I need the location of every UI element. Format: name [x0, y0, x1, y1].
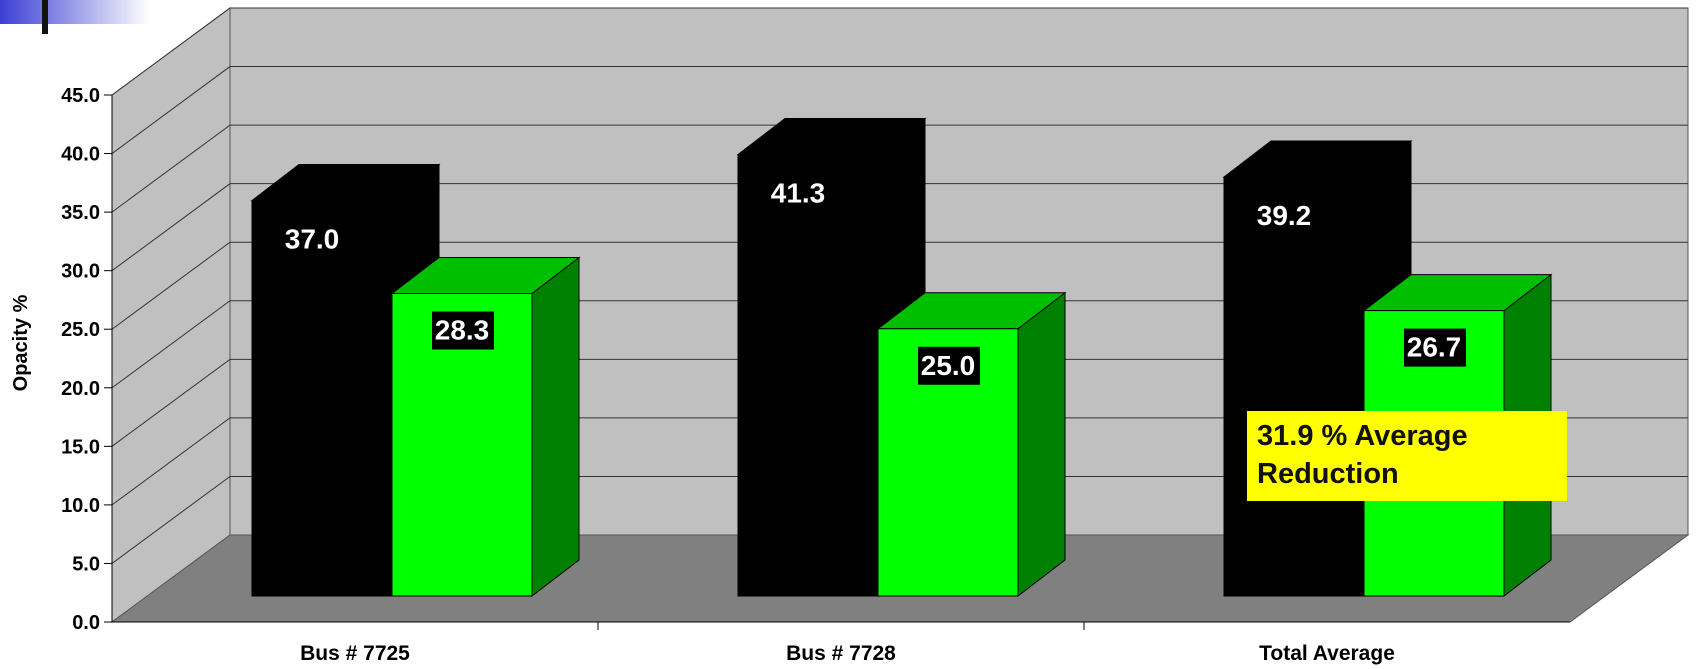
gridline — [111, 183, 1688, 272]
x-category-label: Bus # 7725 — [300, 642, 410, 665]
y-tick-label: 0.0 — [72, 612, 100, 634]
bar — [1223, 176, 1365, 597]
gridline — [111, 66, 1688, 154]
data-label: 26.7 — [1407, 332, 1462, 363]
y-tick-label: 15.0 — [61, 436, 100, 458]
y-tick-label: 5.0 — [72, 553, 100, 575]
y-tick-label: 10.0 — [61, 495, 100, 517]
bar — [737, 154, 879, 597]
y-tick-label: 45.0 — [61, 85, 100, 107]
decorative-header-tick — [42, 0, 48, 34]
y-tick-label: 25.0 — [61, 319, 100, 341]
data-label-box — [432, 311, 494, 350]
bar-side — [1017, 291, 1066, 598]
data-label-box — [1404, 328, 1466, 367]
data-label: 39.2 — [1257, 200, 1312, 231]
data-label: 41.3 — [771, 178, 826, 209]
decorative-header-bar — [0, 0, 150, 24]
gridline — [111, 358, 1688, 447]
data-label: 25.0 — [921, 350, 976, 381]
data-label-box — [918, 346, 980, 385]
side-wall — [111, 7, 231, 623]
labels: 37.0 28.3 41.3 25.0 39.2 26.7 — [285, 178, 1466, 385]
y-axis: 0.0 5.0 10.0 15.0 20.0 25.0 30.0 35.0 40.0 45.0 Bu… — [61, 85, 1570, 665]
bars — [250, 117, 1553, 598]
gridline — [111, 124, 1688, 213]
data-label: 37.0 — [285, 224, 340, 255]
gridline — [111, 300, 1688, 389]
y-tick-label: 20.0 — [61, 378, 100, 400]
average-reduction-callout: 31.9 % Average Reduction — [1247, 411, 1567, 501]
gridline — [111, 417, 1688, 506]
bar — [251, 200, 393, 597]
x-category-label: Bus # 7728 — [786, 642, 896, 665]
bar-side — [531, 256, 580, 598]
y-axis-title: Opacity % — [10, 294, 32, 391]
y-tick-label: 30.0 — [61, 261, 100, 283]
x-category-label: Total Average — [1259, 642, 1395, 665]
y-tick-label: 35.0 — [61, 202, 100, 224]
gridline — [111, 241, 1688, 330]
y-tick-label: 40.0 — [61, 144, 100, 166]
data-label: 28.3 — [435, 315, 490, 346]
gridline — [111, 475, 1688, 564]
gridline — [111, 7, 1688, 96]
